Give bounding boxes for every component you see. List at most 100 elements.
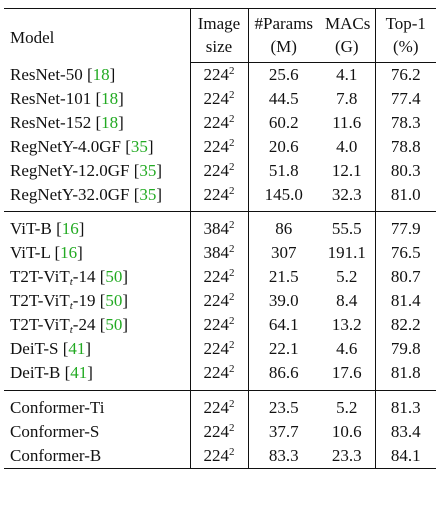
params-cell: 23.5 [248, 389, 319, 420]
citation-link[interactable]: 50 [105, 291, 123, 311]
macs-cell: 4.1 [319, 62, 376, 87]
top1-cell: 82.2 [390, 315, 421, 335]
params-cell: 39.0 [268, 291, 299, 311]
image-size-exponent: 2 [229, 397, 235, 410]
image-size-value: 224 [203, 445, 230, 465]
macs-cell: 4.6 [319, 336, 376, 361]
image-size-cell: 3842 [190, 211, 249, 242]
citation-link[interactable]: 16 [61, 219, 79, 239]
image-size-cell: 2242 [190, 182, 249, 212]
citation-link[interactable]: 18 [101, 88, 119, 108]
table-row: T2T-ViTt-19 [50] 2242 39.0 8.4 81.4 [4, 289, 436, 314]
image-size-cell: 2242 [190, 265, 249, 290]
citation-link[interactable]: 35 [139, 184, 157, 204]
model-cell: ResNet-50 [18] [4, 62, 191, 87]
table-row: T2T-ViTt-14 [50] 2242 21.5 5.2 80.7 [4, 265, 436, 290]
macs-cell: 7.8 [319, 86, 376, 111]
citation-link[interactable]: 35 [139, 160, 157, 180]
model-cell: Conformer-Ti [4, 389, 191, 420]
image-size-cell: 2242 [190, 289, 249, 314]
image-size-cell: 2242 [190, 419, 249, 444]
model-cell: ViT-B [16] [4, 211, 191, 242]
model-subscript: t [69, 324, 73, 337]
model-name: T2T-ViT [10, 315, 70, 335]
citation-link[interactable]: 50 [105, 267, 123, 287]
header-macs-line2: (G) [319, 35, 376, 63]
top1-cell: 83.4 [390, 421, 421, 441]
model-cell: DeiT-S [41] [4, 336, 191, 361]
model-subscript: t [69, 300, 73, 313]
citation-link[interactable]: 41 [68, 338, 86, 358]
header-macs-line1: MACs [319, 8, 376, 35]
citation-link[interactable]: 18 [101, 112, 119, 132]
image-size-value: 224 [203, 291, 230, 311]
citation-link[interactable]: 41 [70, 362, 88, 382]
top1-cell: 78.8 [390, 136, 421, 156]
top1-cell: 80.3 [390, 160, 421, 180]
image-size-cell: 2242 [190, 134, 249, 159]
table-header: Model Image #Params MACs Top-1 size (M) … [4, 8, 436, 63]
citation-link[interactable]: 18 [92, 64, 110, 84]
header-size-line2: size [190, 35, 249, 63]
params-cell: 83.3 [268, 445, 299, 465]
macs-cell: 55.5 [319, 211, 376, 242]
model-cell: ResNet-152 [18] [4, 110, 191, 135]
image-size-cell: 2242 [190, 443, 249, 468]
model-cell: T2T-ViTt-24 [50] [4, 313, 191, 337]
header-top1-line1: Top-1 [385, 14, 426, 33]
model-subscript: t [69, 276, 73, 289]
image-size-cell: 2242 [190, 110, 249, 135]
model-name: ResNet-101 [10, 88, 92, 108]
params-cell: 22.1 [268, 338, 299, 358]
model-suffix: -24 [72, 315, 96, 335]
table-body: ResNet-50 [18] 2242 25.6 4.1 76.2 ResNet-101 … [4, 62, 436, 468]
header-size-line1: Image [190, 8, 249, 35]
model-suffix: -14 [72, 267, 96, 287]
top1-cell: 76.2 [390, 65, 421, 84]
header-params-line1: #Params [254, 14, 314, 33]
model-name: DeiT-S [10, 338, 59, 358]
comparison-table-container: Model Image #Params MACs Top-1 size (M) … [4, 8, 436, 469]
top1-cell: 84.1 [390, 445, 421, 465]
image-size-exponent: 2 [229, 136, 235, 149]
image-size-value: 224 [203, 267, 230, 287]
citation-link[interactable]: 16 [60, 243, 78, 263]
params-cell: 307 [271, 243, 297, 263]
model-cell: RegNetY-32.0GF [35] [4, 182, 191, 212]
table-row: ViT-B [16] 3842 86 55.5 77.9 [4, 211, 436, 242]
citation-link[interactable]: 35 [130, 136, 148, 156]
model-name: RegNetY-32.0GF [10, 184, 130, 204]
image-size-value: 224 [203, 112, 230, 132]
params-cell: 20.6 [268, 136, 299, 156]
params-cell: 86 [248, 211, 319, 242]
model-name: Conformer-B [10, 445, 102, 465]
macs-cell: 5.2 [319, 389, 376, 420]
model-cell: DeiT-B [41] [4, 360, 191, 391]
macs-cell: 11.6 [319, 110, 376, 135]
table-row: DeiT-S [41] 2242 22.1 4.6 79.8 [4, 336, 436, 361]
table-row: T2T-ViTt-24 [50] 2242 64.1 13.2 82.2 [4, 313, 436, 337]
params-cell: 44.5 [268, 88, 299, 108]
macs-cell: 191.1 [319, 241, 376, 266]
params-cell: 64.1 [268, 315, 299, 335]
model-comparison-table: Model Image #Params MACs Top-1 size (M) … [4, 8, 436, 469]
params-cell: 51.8 [268, 160, 299, 180]
model-name: Conformer-Ti [10, 397, 105, 417]
citation-link[interactable]: 50 [105, 315, 123, 335]
image-size-value: 224 [203, 184, 230, 204]
table-row: Conformer-B 2242 83.3 23.3 84.1 [4, 443, 436, 468]
model-name: ViT-B [10, 219, 52, 239]
model-name: ResNet-152 [10, 112, 92, 132]
image-size-exponent: 2 [229, 243, 235, 256]
image-size-cell: 2242 [190, 313, 249, 337]
image-size-cell: 3842 [190, 241, 249, 266]
table-row: ResNet-50 [18] 2242 25.6 4.1 76.2 [4, 62, 436, 87]
top1-cell: 81.3 [375, 389, 436, 420]
image-size-exponent: 2 [229, 112, 235, 125]
params-cell: 21.5 [268, 267, 299, 287]
image-size-exponent: 2 [229, 65, 235, 77]
macs-cell: 4.0 [319, 134, 376, 159]
image-size-exponent: 2 [229, 184, 235, 197]
image-size-exponent: 2 [229, 160, 235, 173]
model-cell: RegNetY-4.0GF [35] [4, 134, 191, 159]
